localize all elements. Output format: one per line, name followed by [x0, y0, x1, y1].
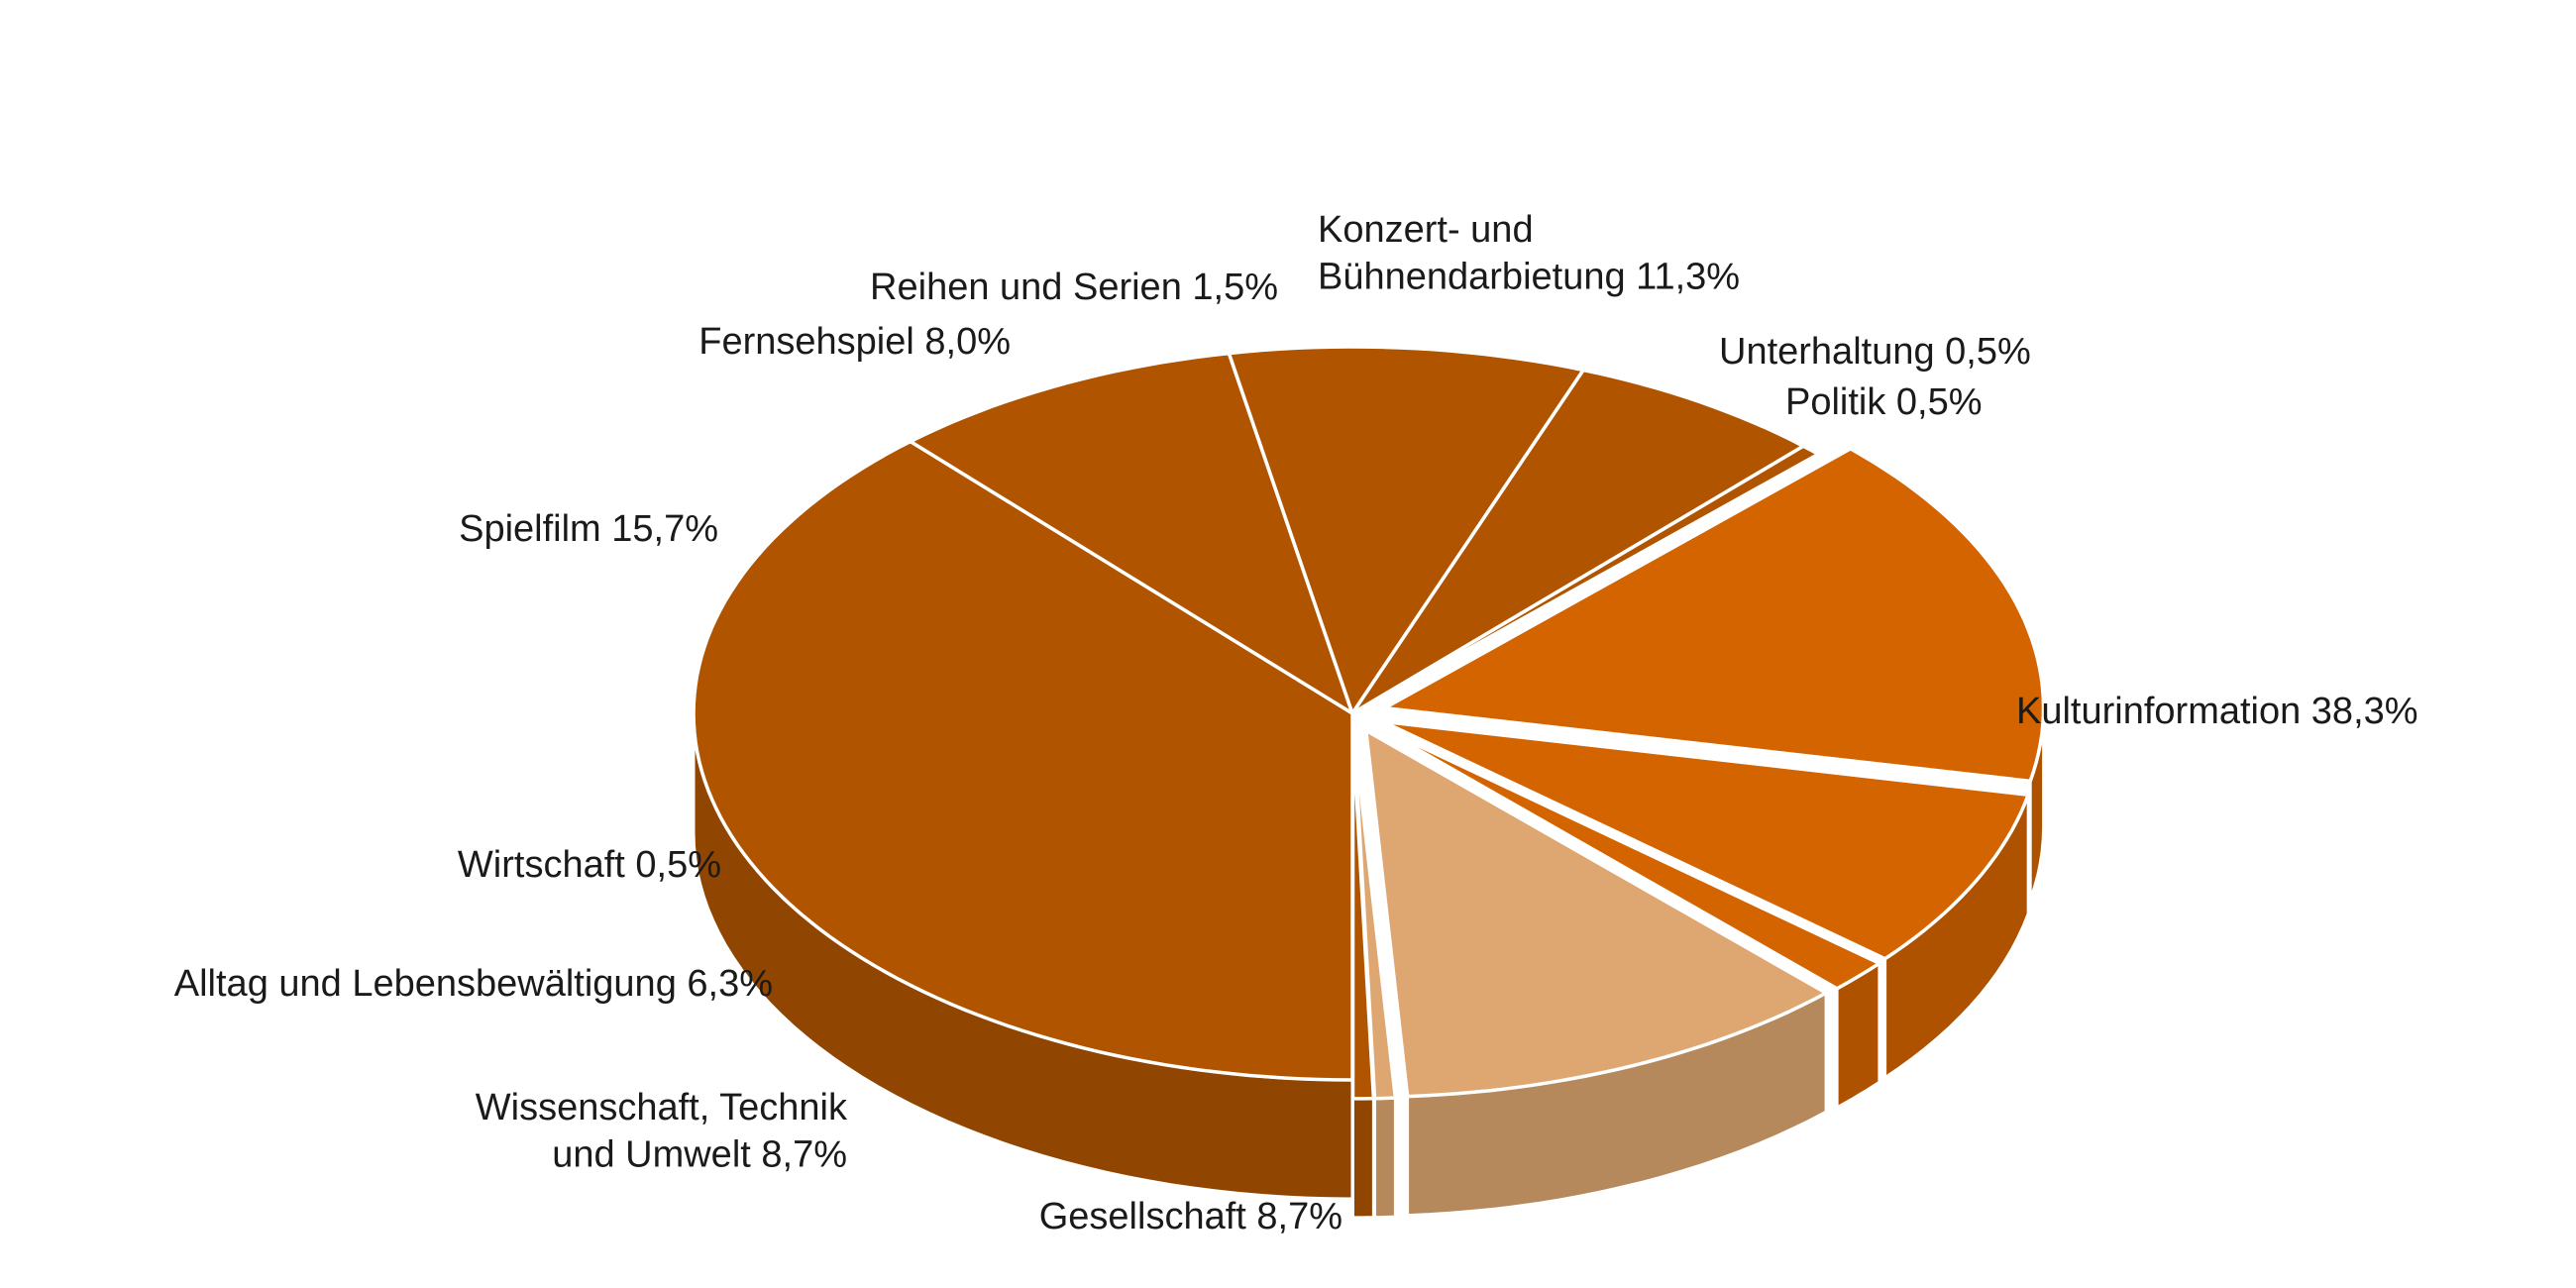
pie-slice — [1350, 730, 1376, 1101]
slice-label: Alltag und Lebensbewältigung 6,3% — [174, 963, 773, 1005]
pie-slice — [1227, 345, 1585, 715]
pie-top-layer — [692, 345, 2046, 1101]
pie-side — [1373, 1096, 1397, 1220]
pie-slice — [1350, 444, 1820, 715]
pie-slice — [1375, 724, 1881, 991]
slice-label: Kulturinformation 38,3% — [2016, 691, 2418, 732]
slice-label: Wirtschaft 0,5% — [458, 844, 721, 886]
pie-labels: Kulturinformation 38,3% Gesellschaft 8,7%… — [174, 209, 2418, 1237]
pie-slice — [1382, 447, 2046, 784]
slice-label: Konzert- und Bühnendarbietung 11,3% — [1318, 209, 1740, 298]
slice-label: Gesellschaft 8,7% — [1039, 1196, 1342, 1237]
slice-label: Unterhaltung 0,5% — [1719, 331, 2031, 373]
pie-slice — [1380, 719, 2030, 961]
pie-slice — [1364, 728, 1828, 1099]
slice-label: Fernsehspiel 8,0% — [698, 321, 1011, 363]
pie-slice — [692, 439, 1354, 1082]
pie-side — [1351, 1097, 1375, 1220]
pie-side-layer — [692, 707, 2046, 1220]
slice-label: Wissenschaft, Technik und Umwelt 8,7% — [476, 1087, 848, 1176]
slice-label: Spielfilm 15,7% — [459, 508, 718, 550]
pie-slice — [909, 351, 1354, 715]
slice-label: Reihen und Serien 1,5% — [870, 267, 1278, 308]
pie-slice — [1350, 368, 1805, 715]
slice-label: Politik 0,5% — [1785, 381, 1983, 423]
